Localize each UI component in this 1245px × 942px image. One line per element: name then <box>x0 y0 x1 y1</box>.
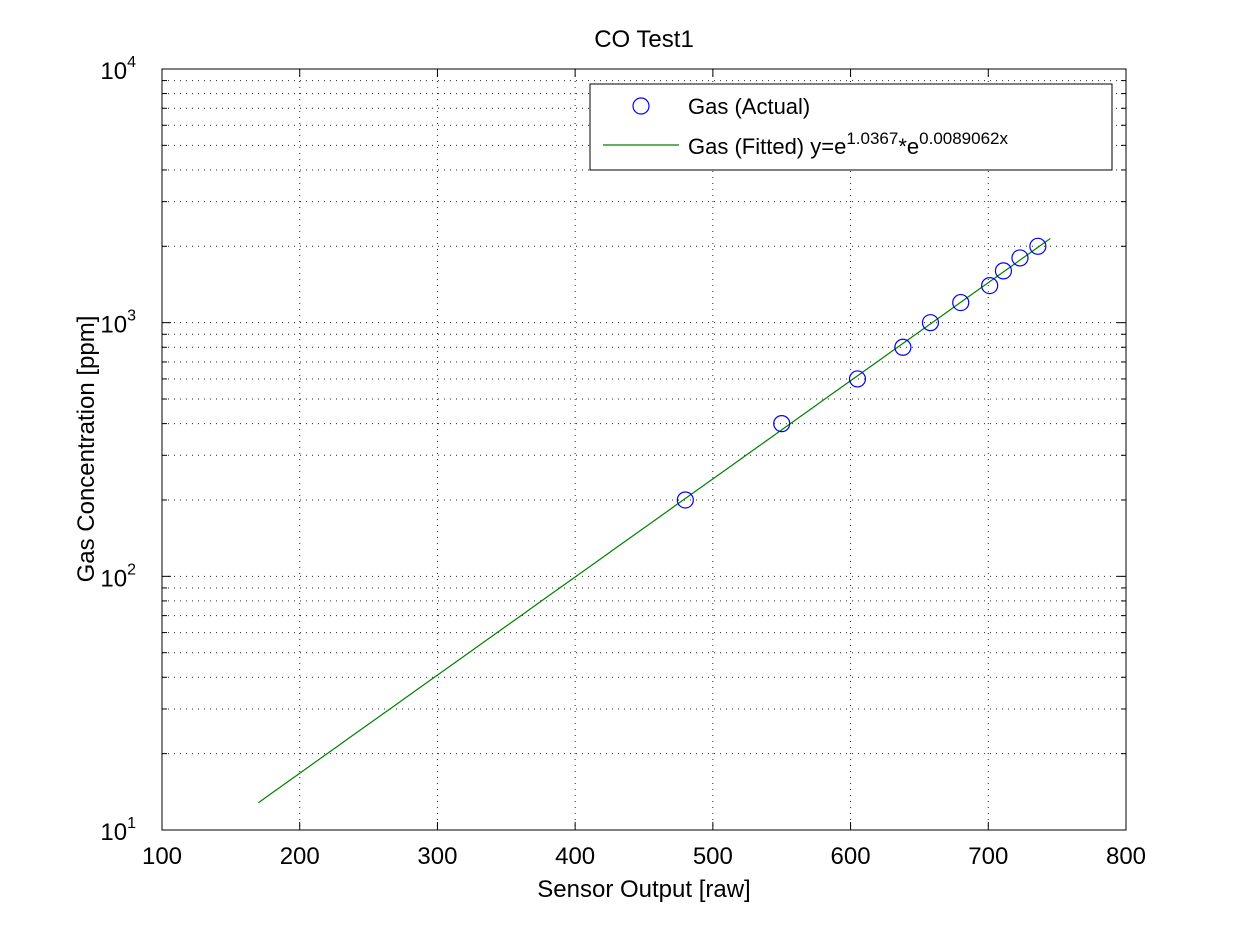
x-axis-label: Sensor Output [raw] <box>537 876 750 903</box>
legend-formula-mid: *e <box>898 134 919 159</box>
x-tick-label: 600 <box>831 843 871 870</box>
plot-border <box>161 68 1127 831</box>
x-tick-label: 800 <box>1106 843 1146 870</box>
x-tick-label: 700 <box>968 843 1008 870</box>
data-point <box>981 276 999 295</box>
legend-formula-exp1: 1.0367 <box>846 129 898 148</box>
y-tick-label: 103 <box>100 308 136 339</box>
y-axis-label: Gas Concentration [ppm] <box>73 316 100 583</box>
legend-box <box>589 83 1113 171</box>
y-tick-exponent: 1 <box>127 815 136 832</box>
data-point <box>773 415 791 433</box>
y-tick-base: 10 <box>100 312 127 339</box>
x-tick-label: 300 <box>417 843 457 870</box>
x-tick-label: 400 <box>555 843 595 870</box>
data-point <box>894 338 912 356</box>
data-point <box>1011 249 1029 267</box>
grid <box>162 69 1126 830</box>
chart-title: CO Test1 <box>594 26 694 53</box>
data-point <box>848 370 867 388</box>
legend: Gas (Actual) Gas (Fitted) y=e1.0367*e0.0… <box>589 83 1113 171</box>
x-tick-label: 100 <box>142 843 182 870</box>
legend-formula-exp2: 0.0089062x <box>919 129 1008 148</box>
legend-label-actual: Gas (Actual) <box>688 94 810 119</box>
data-point <box>676 491 694 509</box>
y-tick-exponent: 2 <box>127 561 136 578</box>
data-point <box>1029 237 1047 255</box>
legend-label-fitted: Gas (Fitted) y=e1.0367*e0.0089062x <box>688 129 1009 159</box>
y-tick-label: 102 <box>100 561 136 592</box>
y-tick-label: 104 <box>100 54 136 85</box>
plot-area <box>161 68 1127 831</box>
y-tick-base: 10 <box>100 58 127 85</box>
y-tick-label: 101 <box>100 815 136 846</box>
fitted-line <box>258 238 1051 804</box>
data-point <box>994 262 1013 280</box>
data-point <box>921 314 940 332</box>
y-tick-exponent: 4 <box>127 54 136 71</box>
y-tick-base: 10 <box>100 819 127 846</box>
data-point <box>952 293 970 312</box>
legend-formula-prefix: Gas (Fitted) y=e <box>688 134 846 159</box>
y-tick-base: 10 <box>100 565 127 592</box>
legend-marker-actual <box>632 97 650 115</box>
x-tick-label: 200 <box>280 843 320 870</box>
data-layer <box>258 237 1051 804</box>
x-tick-label: 500 <box>693 843 733 870</box>
y-tick-exponent: 3 <box>127 308 136 325</box>
